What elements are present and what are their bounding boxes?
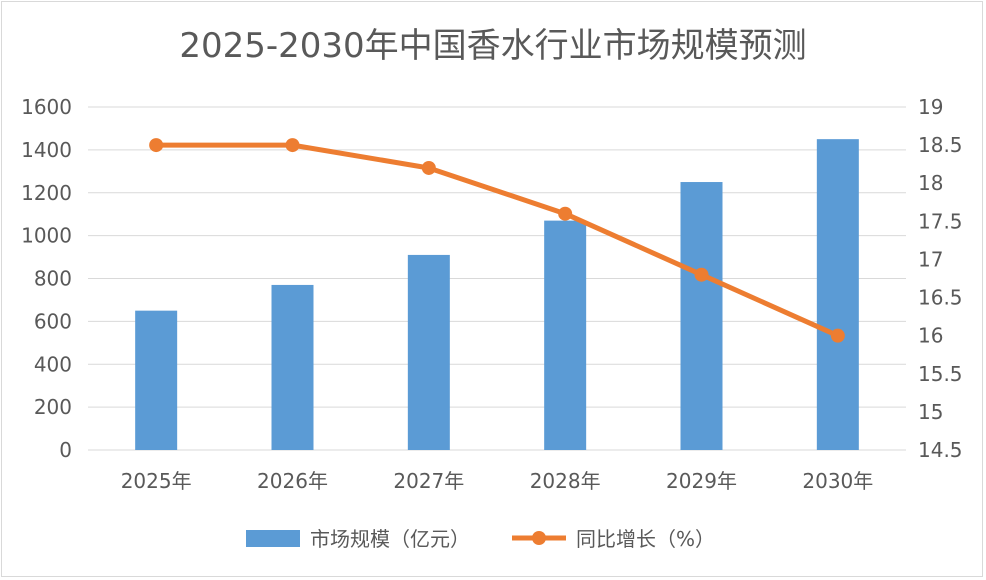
x-tick-label: 2028年	[530, 469, 601, 493]
line-point	[558, 206, 573, 221]
bar	[407, 254, 450, 450]
y-right-tick-label: 16	[918, 324, 943, 348]
chart-title: 2025-2030年中国香水行业市场规模预测	[179, 26, 807, 66]
bar	[271, 284, 314, 450]
y-left-tick-label: 400	[34, 352, 72, 376]
y-left-tick-label: 1600	[21, 95, 72, 119]
y-right-tick-label: 15.5	[918, 362, 963, 386]
line-point	[421, 160, 436, 175]
y-right-tick-label: 14.5	[918, 438, 963, 462]
y-left-tick-label: 1200	[21, 181, 72, 205]
legend-label: 市场规模（亿元）	[310, 527, 470, 551]
line-point	[694, 267, 709, 282]
bar	[135, 310, 178, 450]
bar	[544, 220, 587, 450]
y-right-tick-label: 19	[918, 95, 943, 119]
y-right-tick-label: 18.5	[918, 133, 963, 157]
legend-line-marker	[532, 531, 546, 545]
x-tick-label: 2029年	[666, 469, 737, 493]
line-point	[285, 138, 300, 153]
x-tick-label: 2030年	[802, 469, 873, 493]
y-left-tick-label: 200	[34, 395, 72, 419]
y-right-tick-label: 17.5	[918, 209, 963, 233]
series-line	[153, 142, 841, 339]
y-right-tick-label: 15	[918, 400, 943, 424]
bar	[680, 182, 723, 450]
y-left-tick-label: 800	[34, 267, 72, 291]
y-left-tick-label: 1000	[21, 224, 72, 248]
y-left-tick-label: 1400	[21, 138, 72, 162]
y-left-tick-label: 600	[34, 309, 72, 333]
line-point	[149, 138, 164, 153]
y-right-tick-label: 17	[918, 247, 943, 271]
x-tick-label: 2026年	[257, 469, 328, 493]
y-right-tick-label: 16.5	[918, 286, 963, 310]
y-right-tick-label: 18	[918, 171, 943, 195]
legend-bar-swatch	[246, 530, 300, 547]
x-tick-label: 2025年	[121, 469, 192, 493]
legend-label: 同比增长（%）	[576, 527, 715, 551]
y-left-tick-label: 0	[59, 438, 72, 462]
bar	[816, 139, 859, 450]
line-point	[830, 328, 845, 343]
x-tick-label: 2027年	[393, 469, 464, 493]
